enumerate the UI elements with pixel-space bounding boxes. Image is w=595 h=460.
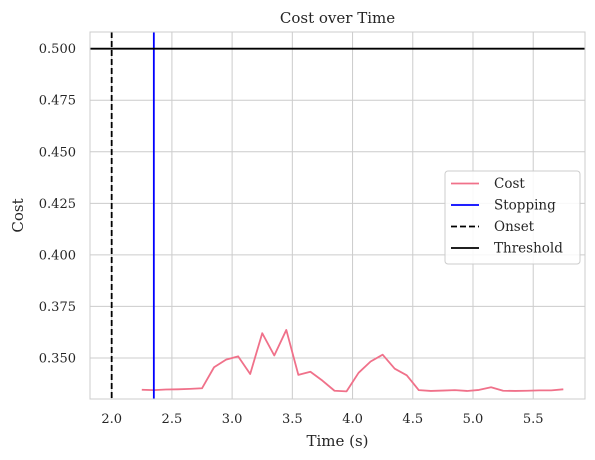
y-axis-ticks: 0.350 0.375 0.400 0.425 0.450 0.475 0.500 (39, 42, 76, 366)
x-axis-label: Time (s) (306, 432, 368, 450)
y-tick-label: 0.375 (39, 300, 76, 315)
grid-lines (90, 32, 585, 399)
y-tick-label: 0.500 (39, 42, 76, 57)
y-tick-label: 0.350 (39, 351, 76, 366)
y-tick-label: 0.400 (39, 248, 76, 263)
series-line-cost (141, 329, 564, 393)
x-tick-label: 4.0 (342, 412, 363, 427)
x-tick-label: 3.5 (282, 412, 303, 427)
x-tick-label: 5.0 (463, 412, 484, 427)
x-axis-ticks: 2.0 2.5 3.0 3.5 4.0 4.5 5.0 5.5 (101, 412, 543, 427)
legend-box (444, 170, 581, 265)
chart-title: Cost over Time (280, 9, 395, 27)
x-tick-label: 4.5 (402, 412, 423, 427)
x-tick-label: 3.0 (222, 412, 243, 427)
legend-label: Onset (494, 219, 535, 235)
legend-label: Stopping (494, 198, 556, 214)
legend-label: Cost (494, 176, 525, 192)
plot-area (90, 32, 585, 399)
plot-frame (89, 31, 586, 400)
y-tick-label: 0.475 (39, 94, 76, 109)
y-tick-label: 0.450 (39, 145, 76, 160)
x-tick-label: 5.5 (523, 412, 544, 427)
legend: Cost Stopping Onset Threshold (444, 170, 581, 265)
y-axis-label: Cost (9, 198, 27, 232)
x-tick-label: 2.5 (162, 412, 183, 427)
legend-label: Threshold (494, 241, 563, 257)
x-tick-label: 2.0 (101, 412, 122, 427)
y-tick-label: 0.425 (39, 197, 76, 212)
